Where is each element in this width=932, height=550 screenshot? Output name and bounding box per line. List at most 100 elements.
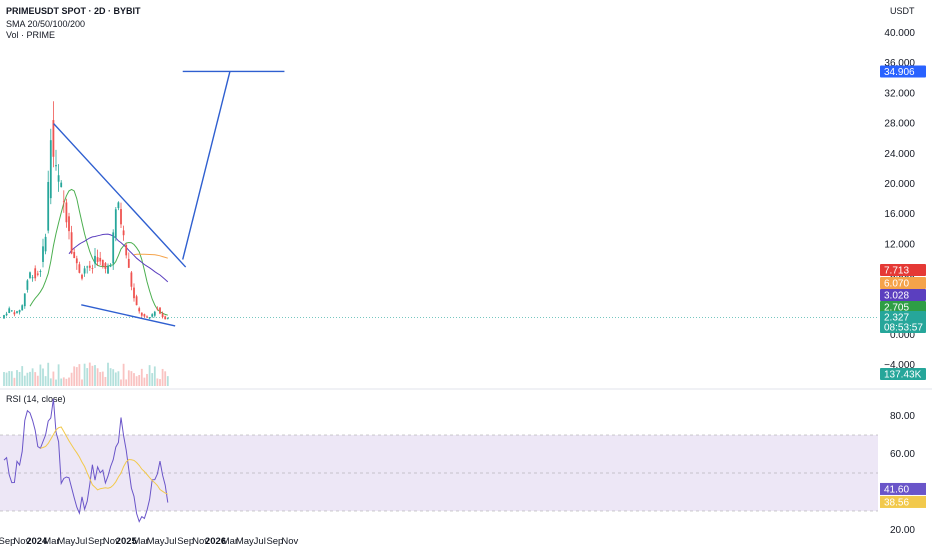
price-tag-label: 2.327: [884, 313, 909, 324]
volume-bar: [161, 368, 164, 386]
rsi-legend[interactable]: RSI (14, close): [6, 394, 66, 404]
price-tag: [880, 277, 926, 289]
volume-bar: [130, 371, 133, 386]
time-tick: 2025: [116, 536, 138, 547]
candle-body: [159, 307, 161, 314]
trendline: [182, 71, 231, 260]
candle-body: [151, 314, 154, 317]
candle-body: [39, 271, 42, 272]
volume-bar: [57, 364, 60, 386]
candle-body: [143, 314, 146, 317]
candle-body: [68, 216, 70, 232]
volume-legend[interactable]: Vol · PRIME: [6, 30, 56, 40]
price-tick: 32.000: [884, 88, 915, 99]
volume-bar: [164, 371, 167, 386]
time-tick: Jul: [254, 536, 266, 547]
candle-body: [130, 272, 133, 287]
candle-body: [120, 209, 122, 225]
volume-bar: [16, 370, 18, 386]
candle-body: [107, 265, 109, 274]
candle-body: [55, 165, 57, 167]
candle-body: [148, 317, 151, 319]
volume-bar: [91, 365, 94, 386]
chart-title: PRIMEUSDT SPOT · 2D · BYBIT: [6, 6, 141, 16]
price-tick: 40.000: [884, 28, 915, 39]
volume-bar: [148, 365, 151, 386]
volume-bar: [62, 377, 65, 386]
price-tag: [880, 311, 926, 323]
candle-body: [166, 318, 169, 319]
rsi-tag-label: 41.60: [884, 484, 909, 495]
price-tag: [880, 321, 926, 333]
candle-body: [99, 257, 102, 262]
volume-bar: [31, 368, 34, 386]
time-tick: 2024: [26, 536, 48, 547]
time-tick: Jul: [75, 536, 87, 547]
volume-bar: [73, 366, 76, 386]
volume-bar: [75, 367, 78, 386]
volume-bar: [156, 378, 159, 386]
candle-body: [86, 266, 89, 268]
volume-bar: [133, 373, 135, 386]
volume-bar: [96, 368, 99, 386]
volume-bar: [88, 362, 91, 386]
time-tick: Sep: [0, 536, 15, 547]
volume-tag: [880, 368, 926, 380]
time-tick: May: [57, 536, 75, 547]
price-tag-label: 2.705: [884, 303, 909, 314]
rsi-tag: [880, 482, 926, 495]
price-tick: 28.000: [884, 119, 915, 130]
rsi-tick: 60.00: [890, 449, 915, 460]
sma-legend[interactable]: SMA 20/50/100/200: [6, 19, 86, 29]
volume-bar: [125, 379, 128, 386]
volume-bar: [166, 376, 169, 386]
candle-body: [5, 313, 8, 316]
price-tag: [880, 65, 926, 78]
volume-bar: [107, 362, 109, 386]
sma-100-line: [133, 253, 168, 259]
rsi-tick: 20.00: [890, 525, 915, 536]
volume-bar: [117, 371, 120, 386]
candle-body: [135, 296, 138, 306]
time-tick: Nov: [13, 536, 30, 547]
rsi-ma-tag-label: 38.56: [884, 497, 909, 508]
candle-body: [104, 263, 107, 269]
volume-bar: [140, 368, 143, 386]
time-tick: Mar: [43, 536, 59, 547]
volume-bar: [70, 372, 73, 386]
volume-bar: [143, 377, 146, 386]
volume-bar: [109, 368, 112, 386]
volume-bar: [44, 376, 47, 386]
volume-bar: [36, 375, 39, 386]
candle-body: [156, 308, 159, 310]
candle-body: [109, 265, 112, 267]
volume-bar: [3, 372, 5, 386]
price-tag-label: 6.070: [884, 279, 909, 290]
candle-body: [13, 312, 16, 315]
time-tick: Nov: [103, 536, 120, 547]
candle-body: [88, 265, 91, 268]
volume-bar: [47, 362, 50, 386]
trendline: [81, 304, 176, 327]
volume-bar: [42, 368, 44, 386]
candle-body: [114, 209, 117, 238]
time-tick: Jul: [164, 536, 176, 547]
time-tick: Mar: [222, 536, 238, 547]
candle-body: [138, 308, 141, 312]
volume-bar: [18, 371, 21, 386]
candle-body: [146, 316, 148, 318]
volume-bar: [23, 375, 26, 386]
candle-body: [164, 316, 167, 320]
volume-bar: [39, 364, 42, 386]
candle-body: [18, 310, 21, 313]
price-tag: [880, 289, 926, 301]
volume-bar: [153, 366, 156, 386]
volume-bar: [29, 371, 31, 386]
volume-bar: [122, 363, 125, 386]
volume-bar: [55, 379, 57, 386]
volume-bar: [81, 379, 83, 386]
price-tick: −4.000: [884, 360, 915, 371]
sma-20-line: [29, 188, 168, 316]
volume-bar: [101, 371, 104, 386]
